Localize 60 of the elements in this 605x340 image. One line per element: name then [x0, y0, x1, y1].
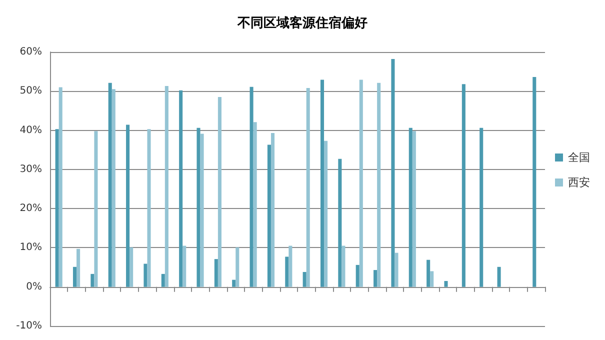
bar [324, 140, 328, 287]
bar [72, 266, 77, 287]
bar [408, 128, 412, 287]
bar [377, 82, 381, 287]
y-tick-label: 10% [20, 242, 42, 254]
bar [288, 246, 292, 287]
bar [94, 131, 98, 287]
bar [342, 246, 346, 287]
bar [306, 88, 310, 287]
bar [532, 77, 536, 287]
bar [232, 280, 236, 287]
y-tick-label: 50% [20, 86, 42, 97]
bar [200, 134, 204, 287]
y-tick-label: 40% [20, 124, 42, 136]
bar [356, 264, 360, 287]
chart-title: 不同区域客源住宿偏好 [236, 15, 368, 31]
bar [214, 259, 218, 287]
bar [412, 131, 416, 287]
bar [236, 247, 240, 287]
bar [320, 80, 324, 287]
bar [126, 124, 130, 287]
bar [480, 128, 484, 287]
bar [164, 86, 168, 287]
y-tick-label: 60% [20, 46, 42, 58]
bar [374, 270, 378, 287]
bar [267, 144, 271, 287]
y-tick-label: -10% [16, 320, 42, 332]
bar [394, 252, 398, 287]
bar [147, 129, 151, 287]
bar [302, 272, 306, 287]
bar [250, 86, 254, 287]
bar [76, 248, 80, 287]
bar [179, 90, 183, 287]
bar [462, 84, 466, 287]
bar [58, 87, 62, 287]
bar [55, 129, 59, 287]
y-tick-label: 30% [20, 164, 42, 175]
bar [285, 256, 289, 287]
bar [90, 274, 94, 287]
bar [270, 133, 275, 287]
bar [108, 82, 112, 287]
bar [430, 271, 434, 287]
bar [112, 89, 116, 287]
bar [130, 247, 134, 287]
bar [338, 158, 342, 287]
bar [253, 122, 257, 287]
bar [426, 260, 430, 287]
y-tick-label: 0% [26, 281, 42, 292]
bar [218, 97, 222, 287]
y-tick-label: 20% [20, 203, 42, 214]
bar [444, 280, 448, 287]
bar [161, 274, 165, 287]
bar [196, 128, 200, 287]
legend-label: 全国 [568, 151, 590, 164]
bar [497, 266, 501, 287]
bar [391, 59, 395, 287]
bar [359, 80, 363, 287]
bar [144, 264, 148, 287]
bar [182, 246, 186, 287]
legend-label: 西安 [568, 176, 590, 189]
